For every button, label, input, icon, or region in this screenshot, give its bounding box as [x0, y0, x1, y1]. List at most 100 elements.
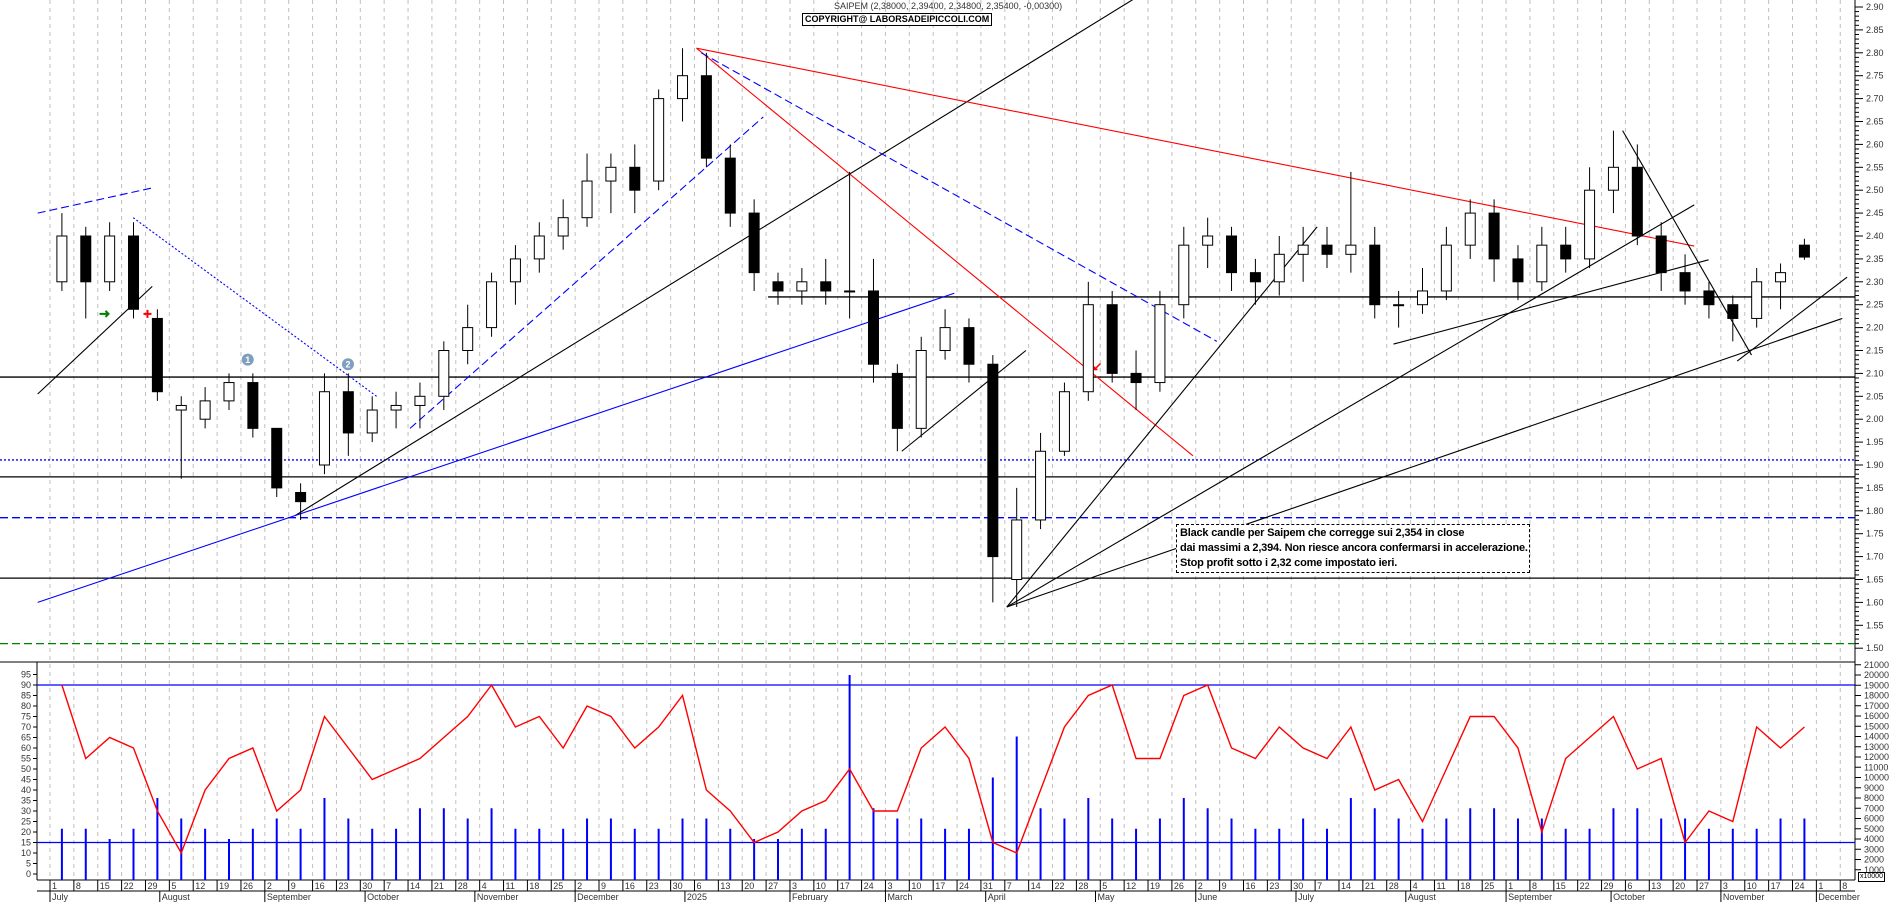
candle-up	[939, 327, 951, 352]
numbered-circle-marker	[341, 358, 354, 371]
date-tick-label: 23	[1269, 881, 1279, 891]
trendlines	[37, 0, 1848, 608]
candle-down	[295, 491, 307, 503]
date-tick-label: 17	[935, 881, 945, 891]
date-tick-label: 27	[768, 881, 778, 891]
candle-up	[462, 327, 474, 352]
candle-up	[915, 350, 927, 429]
candle-down	[271, 427, 283, 489]
date-tick-label: 11	[506, 881, 515, 891]
candle-down	[1226, 235, 1238, 274]
numbered-circle-marker	[241, 353, 254, 366]
date-tick-label: 26	[243, 881, 253, 891]
candle-down	[1679, 272, 1691, 292]
date-tick-label: 14	[1341, 881, 1351, 891]
candle-down	[1106, 304, 1118, 374]
volume-tick-label: 3000	[1864, 844, 1884, 854]
candle-up	[1584, 189, 1596, 260]
date-tick-label: 10	[1747, 881, 1757, 891]
trendline	[1006, 204, 1695, 608]
volume-tick-label: 18000	[1864, 691, 1889, 701]
month-label: September	[267, 892, 311, 902]
date-tick-label: 2	[1198, 881, 1203, 891]
date-tick-label: 26	[1174, 881, 1184, 891]
date-tick-label: 3	[1723, 881, 1728, 891]
date-tick-label: 22	[124, 881, 134, 891]
candle-up	[1297, 244, 1309, 255]
candle-up	[414, 395, 426, 406]
oscillator-tick-label: 45	[21, 775, 31, 785]
month-label: August	[1408, 892, 1437, 902]
date-tick-label: 2	[267, 881, 272, 891]
candle-up	[1035, 450, 1047, 521]
price-tick-label: 2.40	[1866, 231, 1884, 241]
date-tick-label: 16	[315, 881, 325, 891]
candle-down	[1249, 272, 1261, 283]
oscillator-tick-label: 80	[21, 701, 31, 711]
candle-up	[533, 235, 545, 260]
trendline	[409, 116, 764, 429]
candle-up	[104, 235, 116, 283]
candle-down	[1130, 372, 1142, 384]
price-tick-label: 2.70	[1866, 94, 1884, 104]
price-tick-label: 2.00	[1866, 414, 1884, 424]
volume-tick-label: 20000	[1864, 670, 1889, 680]
oscillator-tick-label: 40	[21, 785, 31, 795]
candle-down	[700, 75, 712, 159]
oscillator-tick-label: 50	[21, 764, 31, 774]
month-label: March	[887, 892, 912, 902]
candle-up	[486, 281, 498, 329]
price-tick-label: 2.15	[1866, 346, 1884, 356]
oscillator-tick-label: 75	[21, 712, 31, 722]
date-tick-label: 24	[1795, 881, 1805, 891]
oscillator-tick-label: 85	[21, 691, 31, 701]
month-label: April	[988, 892, 1006, 902]
candle-down	[724, 157, 736, 214]
date-tick-label: 1	[52, 881, 57, 891]
date-tick-label: 1	[1508, 881, 1513, 891]
date-tick-label: 6	[696, 881, 701, 891]
numbered-circle-label: 1	[245, 355, 250, 365]
trendline	[1736, 276, 1848, 362]
candle-up	[557, 217, 569, 237]
month-label: February	[792, 892, 829, 902]
date-tick-label: 25	[1484, 881, 1494, 891]
candle-up	[1202, 235, 1214, 246]
price-tick-label: 2.75	[1866, 71, 1884, 81]
price-tick-label: 2.35	[1866, 254, 1884, 264]
volume-tick-label: 21000	[1864, 660, 1889, 670]
date-tick-label: 4	[1413, 881, 1418, 891]
candle-down	[891, 372, 903, 429]
price-tick-label: 1.95	[1866, 437, 1884, 447]
candle-down	[629, 166, 641, 191]
price-tick-label: 2.65	[1866, 117, 1884, 127]
candle-down	[867, 290, 879, 365]
price-tick-label: 2.90	[1866, 2, 1884, 12]
trendline	[1622, 130, 1753, 356]
date-tick-label: 1	[1818, 881, 1823, 891]
candle-down	[1321, 244, 1333, 255]
date-tick-label: 9	[1222, 881, 1227, 891]
trendline	[700, 52, 1218, 342]
candle-down	[1512, 258, 1524, 283]
date-tick-label: 13	[1651, 881, 1661, 891]
candle-down	[1488, 212, 1500, 260]
month-label: November	[1723, 892, 1765, 902]
oscillator-tick-label: 10	[21, 848, 31, 858]
arrow-down-left-icon	[1093, 362, 1102, 371]
month-label: October	[1613, 892, 1645, 902]
oscillator-tick-label: 55	[21, 754, 31, 764]
price-tick-label: 1.50	[1866, 643, 1884, 653]
candle-up	[1775, 272, 1787, 283]
date-tick-label: 21	[1365, 881, 1375, 891]
candle-up	[199, 400, 211, 420]
date-tick-label: 7	[386, 881, 391, 891]
date-tick-label: 12	[195, 881, 205, 891]
oscillator-tick-label: 20	[21, 827, 31, 837]
date-tick-label: 22	[1055, 881, 1065, 891]
date-tick-label: 22	[1580, 881, 1590, 891]
trendline	[37, 292, 955, 603]
volume-tick-label: 10000	[1864, 773, 1889, 783]
date-tick-label: 28	[1389, 881, 1399, 891]
price-tick-label: 2.05	[1866, 391, 1884, 401]
